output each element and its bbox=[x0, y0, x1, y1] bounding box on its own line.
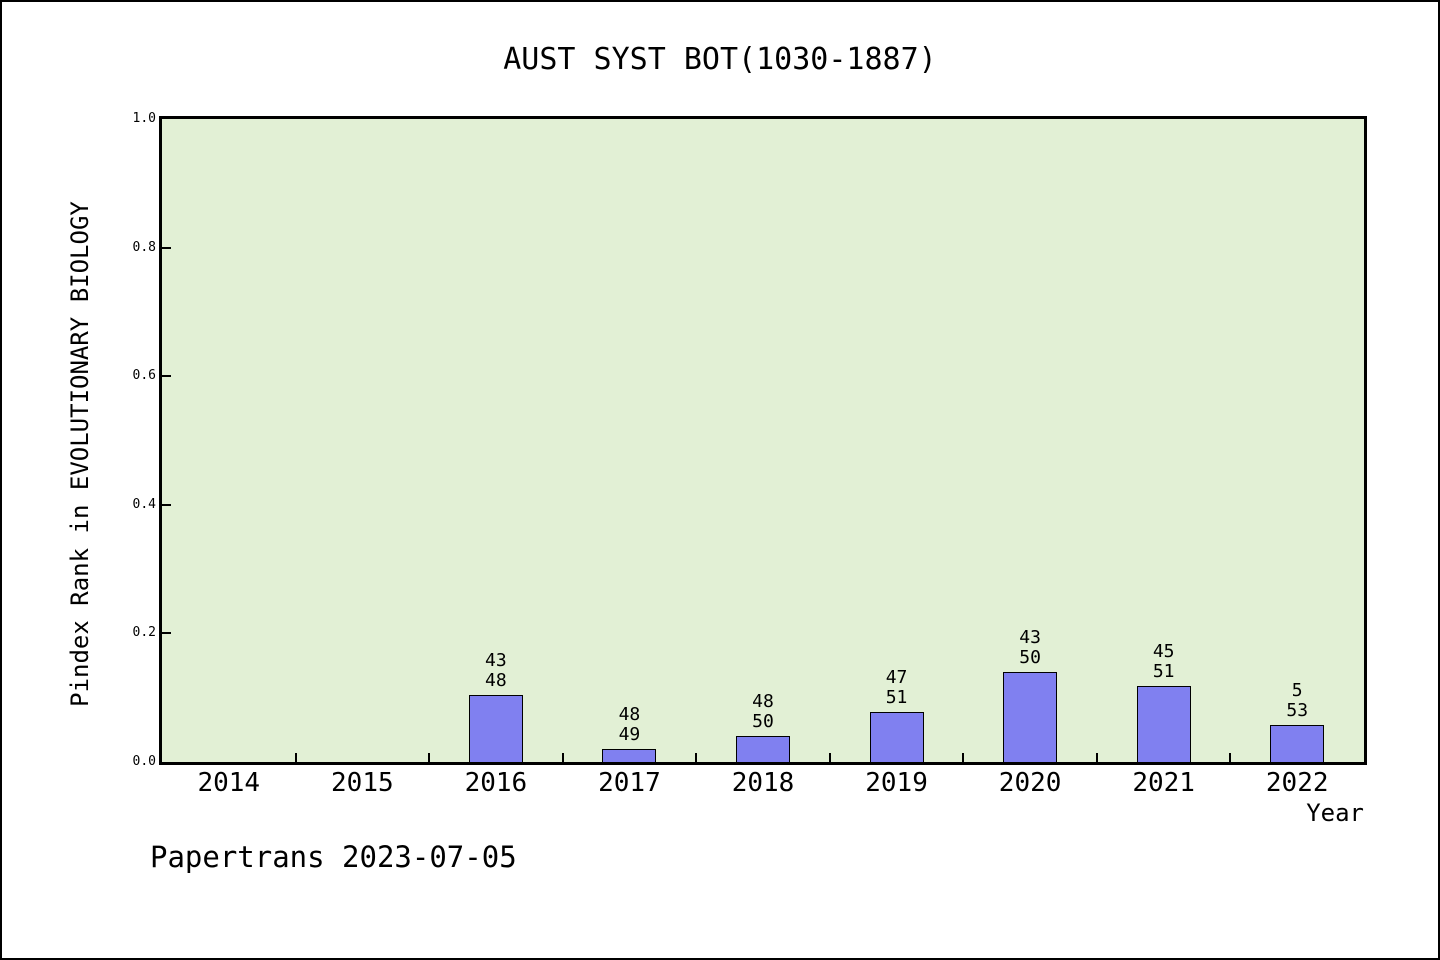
bar-value-label-2022: 5 53 bbox=[1252, 681, 1342, 721]
x-tick-mark bbox=[1095, 753, 1098, 762]
bar-value-line: 51 bbox=[1152, 661, 1175, 683]
x-tick-mark bbox=[962, 753, 965, 762]
chart-title: AUST SYST BOT(1030-1887) bbox=[503, 42, 937, 77]
bar-value-label-2016: 43 48 bbox=[451, 651, 541, 691]
x-tick-mark bbox=[1229, 753, 1232, 762]
watermark-text: Papertrans 2023-07-05 bbox=[150, 840, 517, 874]
x-tick-label-2018: 2018 bbox=[731, 768, 795, 798]
bar-value-line: 50 bbox=[1019, 646, 1041, 668]
bar-value-line: 47 bbox=[885, 666, 908, 688]
bar-value-label-2018: 48 50 bbox=[718, 692, 808, 732]
plot-area: 43 48 48 49 48 50 47 51 43 50 45 51 5 53 bbox=[159, 116, 1367, 765]
bar-2018 bbox=[736, 736, 790, 762]
x-tick-label-2021: 2021 bbox=[1132, 768, 1195, 798]
y-tick-label: 0.8 bbox=[132, 239, 156, 255]
bar-value-label-2021: 45 51 bbox=[1119, 642, 1209, 682]
bar-value-line: 48 bbox=[752, 691, 774, 713]
x-tick-label-2015: 2015 bbox=[331, 768, 394, 798]
bar-2022 bbox=[1270, 725, 1325, 762]
x-tick-label-2016: 2016 bbox=[464, 768, 528, 798]
bar-value-line: 49 bbox=[618, 724, 641, 746]
x-tick-label-2017: 2017 bbox=[598, 768, 661, 798]
bar-2021 bbox=[1136, 686, 1191, 762]
x-tick-mark bbox=[428, 753, 431, 762]
x-tick-mark bbox=[828, 753, 831, 762]
y-tick-mark bbox=[162, 375, 171, 378]
x-axis-label: Year bbox=[1306, 799, 1364, 827]
bar-value-line: 51 bbox=[885, 686, 908, 708]
y-axis-label: Pindex Rank in EVOLUTIONARY BIOLOGY bbox=[66, 201, 94, 707]
x-tick-label-2014: 2014 bbox=[197, 768, 261, 798]
ticks-layer bbox=[162, 119, 1364, 762]
y-tick-label: 0.2 bbox=[132, 625, 156, 641]
bar-value-label-2017: 48 49 bbox=[584, 705, 674, 745]
bar-value-label-2020: 43 50 bbox=[985, 626, 1075, 668]
bar-value-line: 5 bbox=[1291, 680, 1303, 702]
bar-2020 bbox=[1003, 671, 1058, 762]
bar-value-line: 43 bbox=[485, 650, 507, 672]
bar-value-line: 43 bbox=[1019, 626, 1041, 648]
bar-value-line: 50 bbox=[752, 711, 774, 733]
x-tick-mark bbox=[695, 753, 698, 762]
y-tick-mark bbox=[162, 632, 171, 635]
x-tick-mark bbox=[561, 753, 564, 762]
y-tick-label: 1.0 bbox=[132, 111, 156, 126]
bar-value-line: 48 bbox=[618, 704, 641, 726]
x-tick-label-2019: 2019 bbox=[865, 768, 928, 798]
bar-value-line: 48 bbox=[485, 670, 507, 692]
y-tick-label: 0.0 bbox=[132, 754, 156, 769]
bar-value-line: 45 bbox=[1152, 641, 1175, 663]
bar-value-line: 53 bbox=[1286, 700, 1309, 722]
bars-layer: 43 48 48 49 48 50 47 51 43 50 45 51 5 53 bbox=[162, 119, 1364, 762]
y-tick-label: 0.4 bbox=[132, 496, 156, 512]
y-tick-mark bbox=[162, 503, 171, 506]
bar-2016 bbox=[468, 695, 523, 762]
x-tick-label-2020: 2020 bbox=[998, 768, 1062, 798]
bar-2017 bbox=[602, 749, 657, 762]
x-tick-mark bbox=[294, 753, 297, 762]
y-tick-mark bbox=[162, 246, 171, 249]
bar-2019 bbox=[869, 711, 924, 762]
x-tick-label-2022: 2022 bbox=[1265, 768, 1329, 798]
y-tick-label: 0.6 bbox=[132, 368, 156, 384]
bar-value-label-2019: 47 51 bbox=[852, 666, 942, 708]
